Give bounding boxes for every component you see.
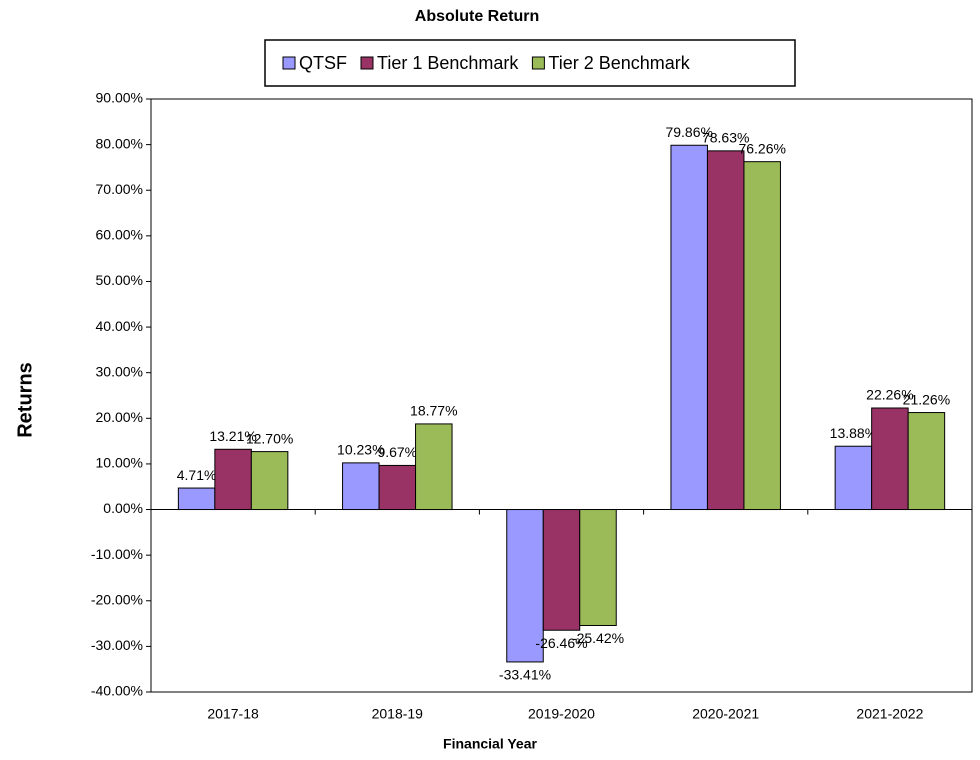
bar [415, 423, 453, 511]
y-tick-label: 0.00% [103, 500, 143, 516]
data-label: 18.77% [410, 403, 457, 419]
x-axis-label: Financial Year [443, 736, 537, 752]
legend-label: QTSF [299, 53, 347, 73]
bar [743, 161, 781, 511]
bar [670, 144, 708, 511]
plot-area [150, 98, 973, 693]
x-tick-label: 2019-2020 [528, 706, 595, 722]
x-tick-label: 2018-19 [372, 706, 424, 722]
data-label: 21.26% [903, 391, 950, 407]
y-axis-label: Returns [14, 362, 36, 438]
data-label: 9.67% [377, 444, 417, 460]
data-label: -33.41% [499, 667, 551, 683]
legend-swatch [282, 56, 296, 70]
bar [579, 509, 617, 626]
data-label: 22.26% [866, 387, 913, 403]
data-label: 78.63% [702, 130, 749, 146]
bar [542, 509, 581, 631]
y-tick-label: 90.00% [96, 90, 143, 106]
data-label: 13.21% [209, 428, 256, 444]
bar [834, 445, 873, 511]
legend-swatch [531, 56, 545, 70]
y-tick-label: 40.00% [96, 318, 143, 334]
y-tick-label: 10.00% [96, 455, 143, 471]
chart-title: Absolute Return [415, 8, 539, 25]
bar [177, 487, 216, 511]
y-tick-label: -30.00% [91, 637, 143, 653]
legend-label: Tier 2 Benchmark [548, 53, 690, 73]
x-tick-label: 2021-2022 [856, 706, 923, 722]
data-label: 76.26% [738, 140, 785, 156]
y-tick-label: 70.00% [96, 181, 143, 197]
y-tick-label: -40.00% [91, 683, 143, 699]
y-tick-label: -20.00% [91, 591, 143, 607]
y-tick-label: 60.00% [96, 227, 143, 243]
data-label: 4.71% [177, 467, 217, 483]
data-label: -26.46% [535, 635, 587, 651]
y-tick-label: 20.00% [96, 409, 143, 425]
legend-box [264, 39, 796, 87]
data-label: 10.23% [337, 442, 384, 458]
legend-label: Tier 1 Benchmark [377, 53, 519, 73]
bar [706, 150, 745, 511]
data-label: 12.70% [246, 430, 293, 446]
bar [871, 407, 909, 511]
y-tick-label: -10.00% [91, 546, 143, 562]
bar [342, 462, 380, 511]
bar [250, 451, 289, 511]
bar [506, 509, 544, 663]
bar [907, 412, 946, 511]
bar [214, 448, 252, 511]
data-label: 13.88% [830, 425, 877, 441]
x-tick-label: 2017-18 [207, 706, 259, 722]
bar [378, 464, 417, 511]
data-label: 79.86% [665, 124, 712, 140]
y-tick-label: 30.00% [96, 363, 143, 379]
data-label: -25.42% [572, 630, 624, 646]
y-tick-label: 50.00% [96, 272, 143, 288]
legend-swatch [360, 56, 374, 70]
x-tick-label: 2020-2021 [692, 706, 759, 722]
y-tick-label: 80.00% [96, 135, 143, 151]
